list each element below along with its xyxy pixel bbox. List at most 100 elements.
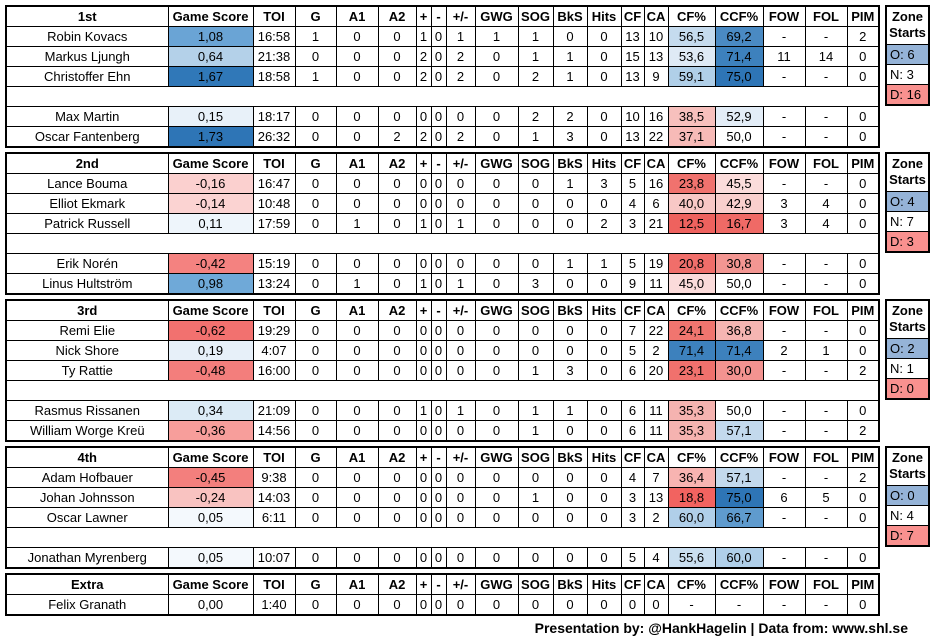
cell-plus-minus: 0 (445, 420, 476, 442)
cell-game-score: -0,24 (167, 487, 254, 508)
player-row: Lance Bouma -0,16 16:47 0 0 0 0 0 0 0 0 1 3 5 16 23,8 45… (5, 173, 880, 194)
cell-pim: 0 (846, 106, 880, 127)
column-header-sog: SOG (517, 5, 554, 27)
player-name-cell: Elliot Ekmark (5, 193, 169, 214)
zone-starts-box: Zone Starts O: 4 N: 7 D: 3 (885, 152, 930, 253)
cell-bks: 0 (552, 26, 588, 47)
cell-a1: 0 (335, 340, 379, 361)
cell-fow: 3 (762, 213, 806, 234)
cell-a2: 2 (377, 126, 417, 148)
cell-sog: 0 (517, 467, 554, 488)
cell-hits: 0 (586, 594, 622, 616)
cell-hits: 0 (586, 193, 622, 214)
line-stats-table: 2nd Game Score TOI G A1 A2 + - +/- GWG SOG BkS Hits C… (5, 152, 880, 295)
zone-header-line1: Zone (891, 303, 924, 318)
player-name-cell: Erik Norén (5, 253, 169, 274)
cell-g: 0 (294, 193, 337, 214)
cell-plus: 2 (415, 126, 432, 148)
line-stats-table: 3rd Game Score TOI G A1 A2 + - +/- GWG SOG BkS Hits C… (5, 299, 880, 442)
cell-cf: 5 (620, 253, 645, 274)
cell-a2: 0 (377, 507, 417, 528)
spacer-row (5, 233, 880, 254)
cell-cf: 3 (620, 213, 645, 234)
spacer-row (5, 380, 880, 401)
cell-g: 0 (294, 320, 337, 341)
cell-sog: 1 (517, 420, 554, 442)
cell-a1: 0 (335, 320, 379, 341)
cell-toi: 18:58 (252, 66, 296, 87)
column-header-cf-pct: CF% (667, 5, 716, 27)
player-name-cell: Rasmus Rissanen (5, 400, 169, 421)
zone-starts-header: Zone Starts (887, 7, 928, 45)
cell-toi: 13:24 (252, 273, 296, 295)
column-header-hits: Hits (586, 152, 622, 174)
cell-g: 0 (294, 467, 337, 488)
player-row: Oscar Lawner 0,05 6:11 0 0 0 0 0 0 0 0 0 0 3 2 60,0 66,7… (5, 507, 880, 528)
cell-sog: 0 (517, 507, 554, 528)
column-header-fol: FOL (804, 152, 848, 174)
player-name-cell: Oscar Fantenberg (5, 126, 169, 148)
cell-g: 1 (294, 26, 337, 47)
cell-g: 0 (294, 253, 337, 274)
cell-hits: 3 (586, 173, 622, 194)
column-header-toi: TOI (252, 573, 296, 595)
column-header-plus: + (415, 573, 432, 595)
cell-sog: 0 (517, 340, 554, 361)
cell-toi: 18:17 (252, 106, 296, 127)
cell-ca: 22 (643, 320, 669, 341)
column-header-cf: CF (620, 299, 645, 321)
header-row: 2nd Game Score TOI G A1 A2 + - +/- GWG SOG BkS Hits C… (5, 152, 880, 174)
column-header-plus-minus: +/- (445, 446, 476, 468)
cell-ca: 7 (643, 467, 669, 488)
column-header-cf: CF (620, 573, 645, 595)
cell-cf-pct: 56,5 (667, 26, 716, 47)
cell-gwg: 0 (474, 253, 519, 274)
cell-cf: 6 (620, 360, 645, 381)
cell-pim: 2 (846, 26, 880, 47)
cell-pim: 0 (846, 253, 880, 274)
cell-ca: 6 (643, 193, 669, 214)
cell-a1: 0 (335, 467, 379, 488)
cell-cf: 13 (620, 26, 645, 47)
cell-sog: 0 (517, 193, 554, 214)
cell-game-score: -0,42 (167, 253, 254, 274)
cell-sog: 2 (517, 66, 554, 87)
column-header-hits: Hits (586, 5, 622, 27)
column-header-fol: FOL (804, 573, 848, 595)
column-header-a1: A1 (335, 299, 379, 321)
player-name-cell: Ty Rattie (5, 360, 169, 381)
cell-gwg: 0 (474, 126, 519, 148)
cell-cf: 0 (620, 594, 645, 616)
cell-sog: 1 (517, 400, 554, 421)
cell-ca: 22 (643, 126, 669, 148)
cell-ccf-pct: 50,0 (714, 126, 764, 148)
cell-minus: 0 (430, 173, 447, 194)
column-header-minus: - (430, 152, 447, 174)
cell-fow: - (762, 26, 806, 47)
cell-bks: 0 (552, 467, 588, 488)
column-header-hits: Hits (586, 299, 622, 321)
cell-bks: 3 (552, 126, 588, 148)
column-header-plus: + (415, 152, 432, 174)
cell-pim: 2 (846, 420, 880, 442)
cell-cf: 6 (620, 400, 645, 421)
cell-fow: - (762, 547, 806, 569)
column-header-a2: A2 (377, 446, 417, 468)
cell-plus-minus: 0 (445, 507, 476, 528)
zone-offensive-cell: O: 4 (887, 192, 928, 212)
zone-starts-box: Zone Starts O: 6 N: 3 D: 16 (885, 5, 930, 106)
cell-a1: 0 (335, 360, 379, 381)
cell-fol: - (804, 106, 848, 127)
cell-plus-minus: 2 (445, 66, 476, 87)
cell-ca: 13 (643, 46, 669, 67)
line-stats-table: 4th Game Score TOI G A1 A2 + - +/- GWG SOG BkS Hits C… (5, 446, 880, 569)
cell-game-score: 0,05 (167, 547, 254, 569)
spacer-row (5, 86, 880, 107)
cell-g: 1 (294, 66, 337, 87)
cell-ccf-pct: 36,8 (714, 320, 764, 341)
player-name-cell: Markus Ljungh (5, 46, 169, 67)
cell-fol: - (804, 547, 848, 569)
cell-ca: 20 (643, 360, 669, 381)
cell-toi: 14:56 (252, 420, 296, 442)
cell-game-score: -0,36 (167, 420, 254, 442)
